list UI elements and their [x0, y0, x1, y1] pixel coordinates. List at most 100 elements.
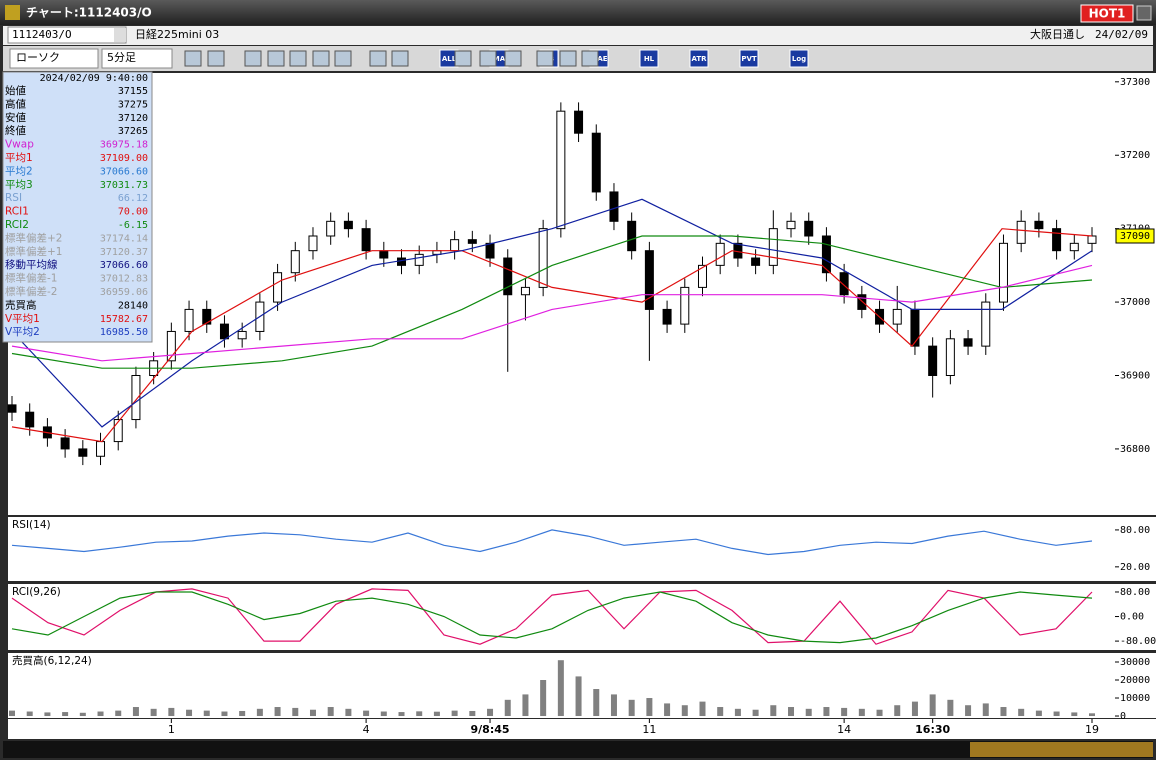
volume-bar — [982, 703, 989, 717]
hot-badge[interactable] — [1080, 4, 1134, 23]
info-value: 37275 — [118, 99, 148, 110]
volume-bar — [681, 705, 688, 717]
y-tick-label: 37200 — [1120, 150, 1150, 161]
volume-bar — [292, 707, 299, 717]
info-label: 高値 — [5, 97, 26, 110]
tool-icon[interactable] — [391, 50, 409, 67]
tool-button[interactable] — [689, 49, 709, 68]
y-tick-label: 37000 — [1120, 297, 1150, 308]
scroll-thumb[interactable] — [970, 742, 1153, 757]
scrollbar[interactable] — [3, 741, 1153, 758]
candle-body — [715, 242, 725, 266]
volume-bar — [664, 703, 671, 717]
candle-body — [520, 286, 530, 296]
y-tick-label: 37300 — [1120, 77, 1150, 88]
tool-icon[interactable] — [312, 50, 330, 67]
close-button[interactable] — [1136, 5, 1152, 21]
tool-icon[interactable] — [536, 50, 554, 67]
info-label: 安値 — [5, 111, 26, 124]
y-tick-label: 36900 — [1120, 370, 1150, 381]
info-value: 28140 — [118, 300, 148, 311]
candle-body — [273, 272, 283, 303]
x-tick-label: 16:30 — [915, 723, 950, 736]
info-value: -6.15 — [118, 220, 148, 231]
volume-bar — [451, 710, 458, 717]
chart-kind: ローソク — [16, 51, 60, 64]
candle-body — [1034, 220, 1044, 230]
tool-icon[interactable] — [334, 50, 352, 67]
panel-title: RCI(9,26) — [12, 586, 61, 598]
tool-icon[interactable] — [369, 50, 387, 67]
x-tick-label: 9/8:45 — [471, 723, 510, 736]
candle-body — [60, 437, 70, 450]
tool-icon[interactable] — [581, 50, 599, 67]
y-tick-label: 10000 — [1120, 693, 1150, 704]
volume-bar — [9, 710, 15, 717]
candle-body — [857, 294, 867, 310]
candle-body — [556, 110, 566, 230]
interval-select[interactable] — [101, 48, 173, 69]
info-value: 37012.83 — [100, 274, 148, 285]
volume-bar — [734, 708, 741, 717]
symbol-dropdown[interactable] — [114, 28, 126, 42]
candle-body — [467, 239, 477, 244]
tool-icon[interactable] — [267, 50, 285, 67]
tool-label: PVT — [741, 55, 757, 63]
y-tick-label: 36800 — [1120, 444, 1150, 455]
volume-bar — [203, 710, 210, 717]
candle-body — [343, 220, 353, 230]
candle-body — [839, 272, 849, 296]
symbol-bar — [3, 26, 1153, 45]
info-label: 標準偏差+2 — [5, 231, 62, 244]
rsi-plot — [8, 517, 1115, 581]
volume-bar — [309, 709, 316, 717]
tool-icon[interactable] — [244, 50, 262, 67]
info-value: 37174.14 — [100, 233, 148, 244]
volume-bar — [1071, 712, 1078, 717]
volume-bar — [929, 694, 936, 717]
volume-bar — [469, 710, 476, 717]
volume-bar — [1053, 711, 1060, 717]
info-label: Vwap — [5, 139, 34, 151]
volume-bar — [752, 709, 759, 717]
rci-axis — [1115, 584, 1156, 650]
volume-bar — [1000, 707, 1007, 717]
tool-button[interactable] — [639, 49, 659, 68]
info-value: 16985.50 — [100, 327, 148, 338]
volume-bar — [504, 699, 511, 717]
volume-bar — [345, 708, 352, 717]
tool-icon[interactable] — [559, 50, 577, 67]
tool-button[interactable] — [739, 49, 759, 68]
info-value: 37066.60 — [100, 260, 148, 271]
candle-body — [1016, 220, 1026, 244]
tool-icon[interactable] — [479, 50, 497, 67]
info-label: 平均2 — [5, 165, 33, 177]
tool-icon[interactable] — [504, 50, 522, 67]
tool-icon[interactable] — [184, 50, 202, 67]
volume-bar — [575, 676, 582, 717]
date: 24/02/09 — [1095, 28, 1148, 41]
volume-bar — [788, 707, 795, 717]
volume-bar — [239, 710, 246, 717]
tool-icon[interactable] — [454, 50, 472, 67]
chart-kind-select[interactable] — [9, 48, 99, 69]
candle-body — [414, 253, 424, 266]
volume-bar — [911, 701, 918, 717]
volume-bar — [540, 680, 547, 717]
tool-icon[interactable] — [289, 50, 307, 67]
toolbar — [3, 46, 1153, 71]
market: 大阪日通し — [1030, 27, 1085, 41]
info-value: 37031.73 — [100, 180, 148, 191]
info-label: 平均3 — [5, 179, 33, 191]
info-label: RCI2 — [5, 219, 29, 231]
tool-button[interactable] — [789, 49, 809, 68]
y-tick-label: 80.00 — [1120, 587, 1150, 598]
candle-body — [184, 308, 194, 332]
candle-body — [786, 220, 796, 230]
volume-bar — [1035, 710, 1042, 717]
candle-body — [485, 242, 495, 259]
candle-body — [998, 242, 1008, 303]
tool-icon[interactable] — [207, 50, 225, 67]
candle-body — [96, 441, 106, 457]
candle-body — [450, 239, 460, 252]
